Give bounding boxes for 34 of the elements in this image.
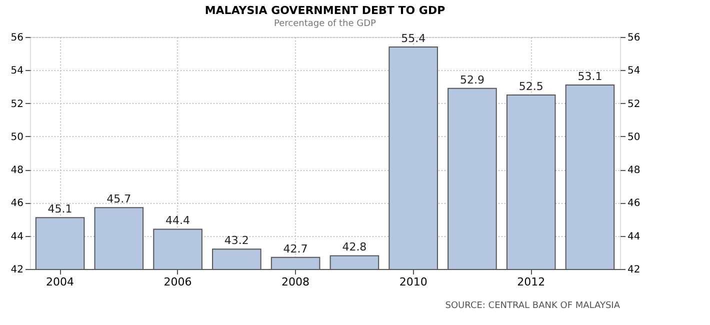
y-tick-label: 52: [10, 98, 24, 110]
x-tick-label: 2012: [517, 276, 546, 288]
y2-tick-label: 50: [628, 132, 640, 143]
data-label: 43.2: [224, 234, 249, 248]
y-tick-label: 46: [10, 198, 24, 210]
x-tick-label: 2010: [399, 276, 428, 288]
chart-subtitle: Percentage of the GDP: [274, 19, 377, 29]
data-label: 42.7: [283, 242, 308, 256]
y2-tick-label: 52: [628, 98, 640, 110]
y-tick-label: 56: [10, 32, 24, 44]
source-note: SOURCE: CENTRAL BANK OF MALAYSIA: [445, 301, 621, 311]
data-label: 55.4: [401, 32, 426, 45]
data-label: 42.8: [342, 240, 367, 254]
data-label: 45.1: [48, 202, 72, 216]
data-label: 53.1: [578, 70, 602, 84]
y2-tick-label: 56: [628, 32, 640, 44]
y2-tick-label: 54: [628, 66, 640, 77]
y2-tick-label: 42: [628, 264, 640, 276]
y2-tick-label: 48: [628, 165, 640, 176]
y-tick-label: 42: [10, 264, 24, 276]
data-label: 52.5: [518, 80, 544, 93]
data-label: 52.9: [460, 73, 484, 86]
chart-title: MALAYSIA GOVERNMENT DEBT TO GDP: [204, 4, 446, 17]
y2-tick-label: 44: [628, 231, 640, 242]
x-tick-label: 2006: [164, 276, 192, 288]
y-tick-label: 50: [10, 132, 24, 143]
y-tick-label: 48: [10, 165, 24, 176]
data-label: 45.7: [106, 192, 132, 206]
x-tick-label: 2004: [46, 276, 74, 288]
y-tick-label: 54: [10, 66, 24, 77]
x-tick-label: 2008: [282, 276, 310, 288]
y-tick-label: 44: [10, 231, 24, 242]
data-label: 44.4: [166, 214, 190, 228]
y2-tick-label: 46: [628, 198, 640, 210]
